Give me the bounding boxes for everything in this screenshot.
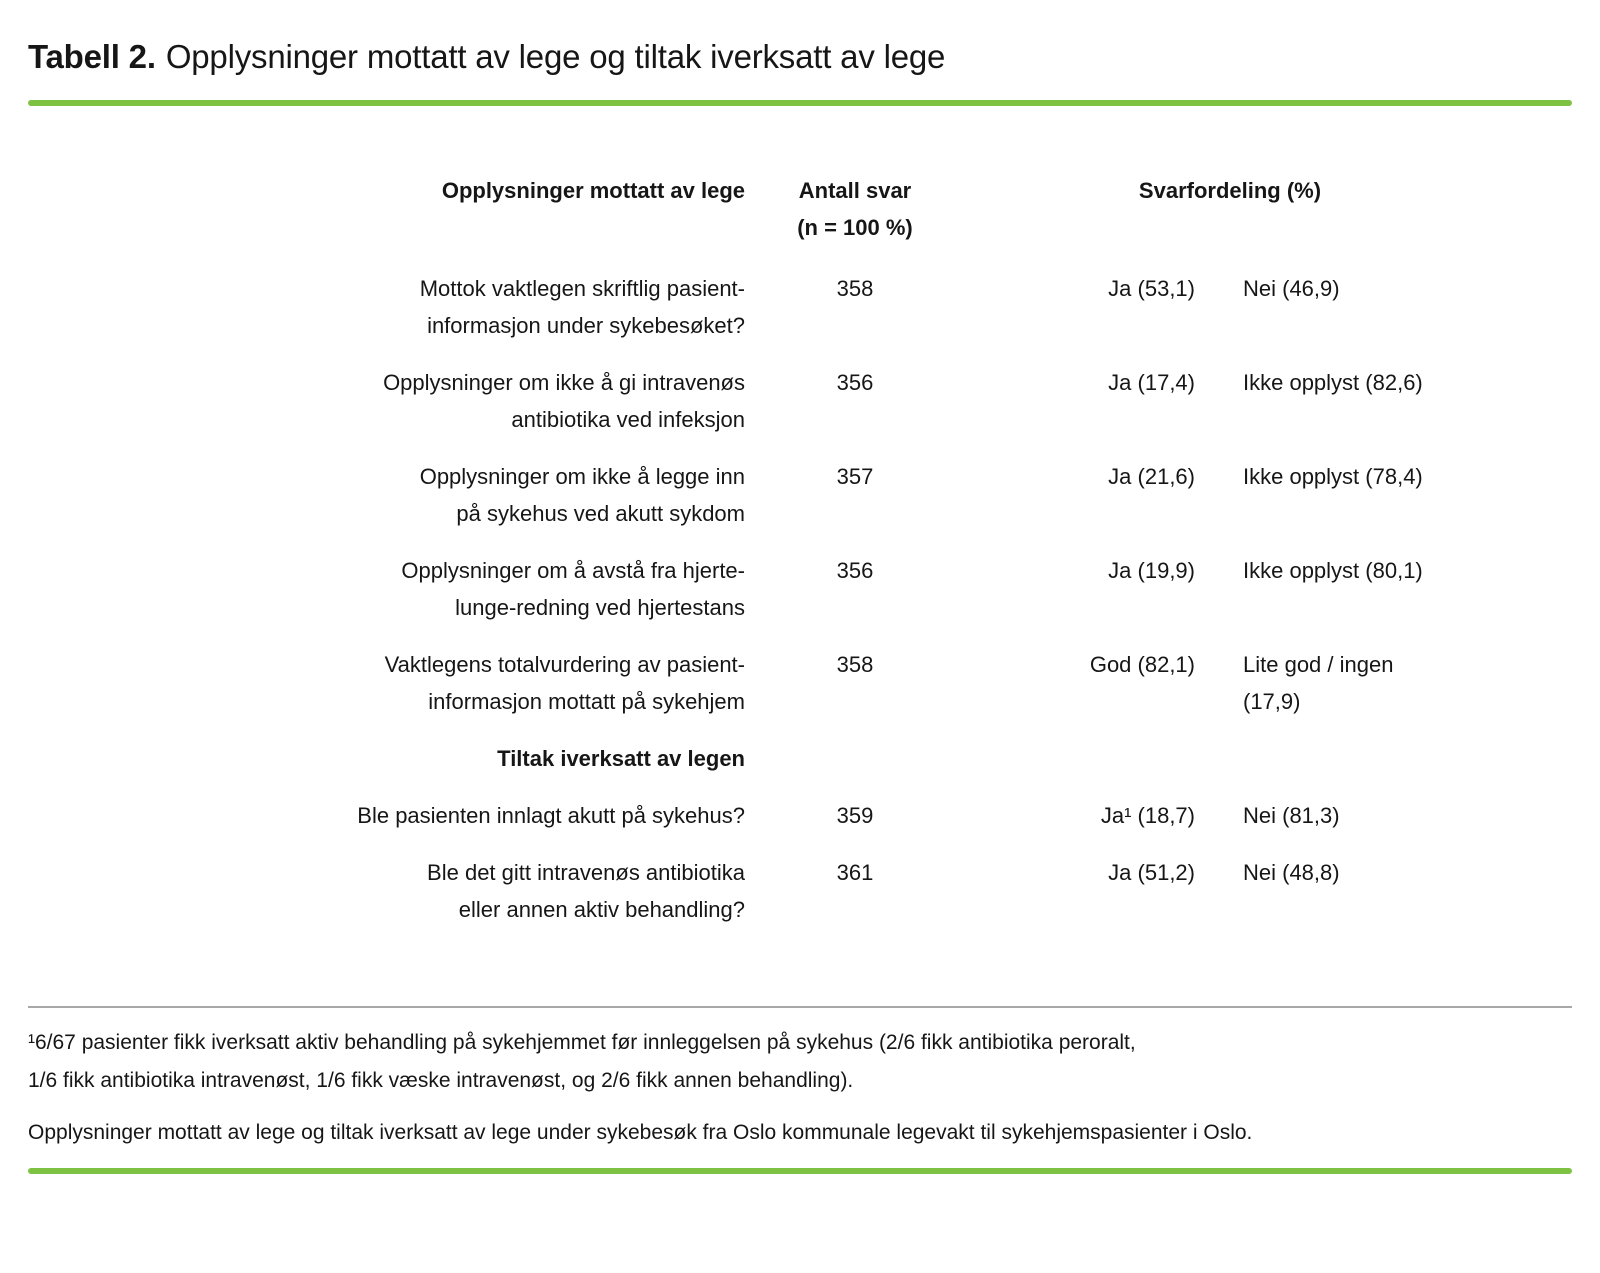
row-antall-svar: 356 (836, 558, 874, 583)
row-svar-1: Ja¹ (18,7) (1100, 803, 1195, 828)
row-label: Opplysninger om å avstå fra hjerte- lung… (401, 558, 745, 620)
table-title-text: Opplysninger mottatt av lege og tiltak i… (165, 38, 946, 75)
row-label: Mottok vaktlegen skriftlig pasient- info… (419, 276, 745, 338)
data-table: Opplysninger mottatt av lege Antall svar… (257, 172, 1572, 948)
row-svar-2: Nei (48,8) (1243, 860, 1340, 885)
row-label: Opplysninger om ikke å gi intravenøs ant… (383, 370, 745, 432)
row-label: Vaktlegens totalvurdering av pasient- in… (384, 652, 745, 714)
row-svar-1: Ja (17,4) (1108, 370, 1195, 395)
row-svar-2: Nei (81,3) (1243, 803, 1340, 828)
row-antall-svar: 358 (836, 276, 874, 301)
row-antall-svar: 359 (836, 803, 874, 828)
row-svar-1: Ja (21,6) (1108, 464, 1195, 489)
row-svar-2: Nei (46,9) (1243, 276, 1340, 301)
row-antall-svar: 357 (836, 464, 874, 489)
column-header-antall-svar: Antall svar (n = 100 %) (797, 178, 913, 240)
table-figure: Tabell 2. Opplysninger mottatt av lege og… (0, 36, 1600, 1174)
row-svar-1: God (82,1) (1089, 652, 1195, 677)
section-header-tiltak: Tiltak iverksatt av legen (497, 746, 745, 771)
row-antall-svar: 356 (836, 370, 874, 395)
row-label: Ble pasienten innlagt akutt på sykehus? (357, 803, 745, 828)
column-header-svarfordeling: Svarfordeling (%) (1138, 178, 1322, 203)
table-row: Opplysninger om ikke å gi intravenøs ant… (257, 364, 1572, 438)
row-svar-2: Ikke opplyst (80,1) (1243, 558, 1423, 583)
footnote-text: ¹6/67 pasienter fikk iverksatt aktiv beh… (28, 1031, 1136, 1092)
table-title: Tabell 2. Opplysninger mottatt av lege og… (28, 36, 1572, 78)
table-row: Ble pasienten innlagt akutt på sykehus? … (257, 797, 1572, 834)
bottom-green-divider (28, 1168, 1572, 1174)
column-header-opplysninger: Opplysninger mottatt av lege (441, 178, 745, 203)
row-svar-2: Ikke opplyst (78,4) (1243, 464, 1423, 489)
row-svar-1: Ja (19,9) (1108, 558, 1195, 583)
row-antall-svar: 361 (836, 860, 874, 885)
table-row: Ble det gitt intravenøs antibiotika elle… (257, 854, 1572, 928)
row-label: Opplysninger om ikke å legge inn på syke… (419, 464, 745, 526)
table-row: Opplysninger om å avstå fra hjerte- lung… (257, 552, 1572, 626)
table-caption: Opplysninger mottatt av lege og tiltak i… (28, 1121, 1253, 1144)
row-svar-1: Ja (53,1) (1108, 276, 1195, 301)
row-svar-2: Lite god / ingen (17,9) (1243, 652, 1394, 714)
row-svar-1: Ja (51,2) (1108, 860, 1195, 885)
table-section-row: Tiltak iverksatt av legen (257, 740, 1572, 777)
table-number-label: Tabell 2. (28, 38, 156, 75)
row-svar-2: Ikke opplyst (82,6) (1243, 370, 1423, 395)
footnote-divider (28, 1006, 1572, 1008)
row-label: Ble det gitt intravenøs antibiotika elle… (427, 860, 745, 922)
table-row: Vaktlegens totalvurdering av pasient- in… (257, 646, 1572, 720)
top-green-divider (28, 100, 1572, 106)
table-row: Mottok vaktlegen skriftlig pasient- info… (257, 270, 1572, 344)
table-row: Opplysninger om ikke å legge inn på syke… (257, 458, 1572, 532)
row-antall-svar: 358 (836, 652, 874, 677)
table-header-row: Opplysninger mottatt av lege Antall svar… (257, 172, 1572, 246)
